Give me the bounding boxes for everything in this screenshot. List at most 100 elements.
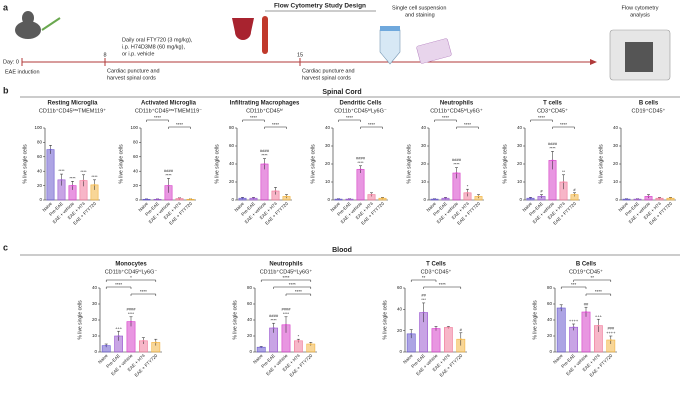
significance-label: *** [571, 282, 577, 287]
bar-marker [145, 198, 148, 201]
chart-title: Monocytes [115, 262, 147, 268]
y-tick-label: 0 [231, 197, 234, 202]
mouse-icon [15, 21, 41, 39]
chart-subtitle: CD3⁺CD45⁺ [537, 107, 568, 114]
bar-marker [285, 323, 287, 326]
significance-label: **** [272, 122, 279, 127]
y-tick-label: 0 [249, 349, 252, 354]
y-tick-label: 30 [517, 143, 523, 148]
y-tick-label: 20 [421, 161, 427, 166]
y-tick-label: 10 [421, 179, 427, 184]
y-tick-label: 40 [229, 161, 235, 166]
bar-label: **** [357, 160, 364, 165]
bar-marker [263, 163, 266, 165]
bar-marker [455, 172, 458, 174]
y-tick-label: 20 [325, 161, 331, 166]
bar-label: **** [549, 145, 556, 150]
bar-label: * [298, 333, 300, 338]
chart-title: Infiltrating Macrophages [230, 101, 300, 107]
bar-label: **** [283, 311, 290, 316]
bar-marker [178, 197, 181, 200]
bar-marker [636, 198, 639, 201]
significance-bracket [338, 119, 361, 122]
bar-marker [309, 343, 312, 345]
bar-marker [272, 327, 275, 329]
y-tick-label: 20 [613, 161, 619, 166]
bar-marker [597, 324, 600, 327]
blood-tube-icon [232, 18, 254, 40]
significance-label: * [130, 275, 132, 280]
significance-label: **** [115, 282, 122, 287]
bar-marker [573, 193, 576, 196]
significance-label: **** [538, 115, 545, 120]
y-tick-label: 0 [615, 197, 618, 202]
y-tick-label: 20 [37, 183, 43, 188]
y-tick-label: 80 [247, 285, 253, 290]
bar-marker [156, 198, 159, 201]
bar-marker [93, 183, 96, 186]
bar-marker [49, 148, 52, 151]
y-tick-label: 0 [519, 197, 522, 202]
section-title: Blood [332, 247, 352, 254]
x-tick-label: EAE + FTY720 [288, 353, 313, 378]
mouse-head [22, 11, 34, 25]
bar-label: #### [548, 141, 558, 146]
panel-label: c [3, 242, 8, 252]
y-tick-label: 40 [547, 317, 553, 322]
y-tick-label: 40 [37, 168, 43, 173]
y-tick-label: 100 [130, 125, 138, 130]
event-label: harvest spinal cords [107, 75, 156, 81]
bar-marker [560, 307, 563, 309]
bar-marker [117, 335, 120, 337]
bar-marker [433, 198, 436, 201]
significance-bracket [573, 279, 612, 282]
bar-marker [669, 197, 672, 200]
bar-label: #### [127, 306, 137, 311]
bar [581, 311, 591, 353]
spinal-cord-icon [262, 16, 268, 54]
y-tick-label: 20 [92, 317, 98, 322]
panel-label: b [3, 85, 9, 95]
significance-bracket [264, 126, 287, 129]
syringe-icon [41, 17, 61, 31]
y-tick-label: 80 [133, 140, 139, 145]
bar-label: +++ [595, 313, 603, 318]
y-tick-label: 0 [135, 197, 138, 202]
y-tick-label: 20 [229, 179, 235, 184]
y-tick-label: 80 [229, 125, 235, 130]
significance-label: **** [282, 275, 289, 280]
significance-bracket [552, 126, 575, 129]
bar-label: #### [356, 155, 366, 160]
bar-label: #### [269, 313, 279, 318]
event-label: EAE induction [5, 69, 40, 75]
bar-marker [142, 339, 145, 342]
significance-label: ** [422, 275, 426, 280]
y-axis-label: % live single cells [406, 144, 412, 184]
staining-icon [416, 38, 452, 64]
bar-label: **** [270, 317, 277, 322]
bar-label: *** [421, 297, 426, 302]
panel-a: a Flow Cytometry Study Design Day: 0 8 1… [3, 2, 671, 81]
bar-label: #### [164, 168, 174, 173]
bar-marker [297, 339, 300, 342]
significance-bracket [585, 293, 612, 296]
bar-label: +++ [115, 325, 123, 330]
significance-label: **** [154, 115, 161, 120]
significance-bracket [423, 286, 462, 289]
bar-label: **** [91, 174, 98, 179]
x-tick-label: EAE + FTY720 [133, 353, 158, 378]
bar-marker [647, 195, 650, 198]
bar-label: #### [452, 157, 462, 162]
significance-label: **** [346, 115, 353, 120]
bar-marker [359, 168, 362, 171]
y-tick-label: 60 [133, 154, 139, 159]
event-label: Cardiac puncture and [107, 68, 160, 74]
bar-marker [444, 197, 447, 200]
bar-marker [71, 184, 74, 187]
y-axis-label: % live single cells [118, 144, 124, 184]
y-tick-label: 10 [517, 179, 523, 184]
significance-label: **** [368, 122, 375, 127]
y-tick-label: 0 [327, 197, 330, 202]
day-label: Day: 0 [3, 59, 19, 65]
tube-icon [379, 29, 401, 65]
